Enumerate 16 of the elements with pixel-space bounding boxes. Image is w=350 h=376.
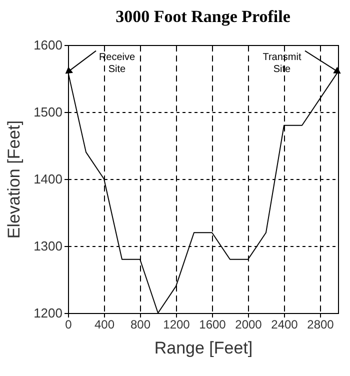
y-tick-label: 1500	[34, 104, 62, 120]
x-tick-label: 800	[130, 318, 151, 332]
x-tick-label: 0	[65, 318, 72, 332]
y-tick-label: 1300	[34, 238, 62, 254]
chart-title: 3000 Foot Range Profile	[116, 7, 291, 26]
x-tick-label: 1200	[163, 318, 190, 332]
x-tick-label: 400	[94, 318, 115, 332]
x-tick-label: 2800	[307, 318, 334, 332]
x-tick-label: 1600	[199, 318, 226, 332]
x-tick-label: 2400	[271, 318, 298, 332]
x-axis-title: Range [Feet]	[154, 338, 253, 358]
y-tick-label: 1200	[34, 306, 62, 320]
y-axis-title: Elevation [Feet]	[4, 120, 24, 239]
y-tick-label: 1600	[34, 38, 62, 52]
y-tick-label: 1400	[34, 172, 62, 186]
x-tick-label: 2000	[235, 318, 262, 332]
